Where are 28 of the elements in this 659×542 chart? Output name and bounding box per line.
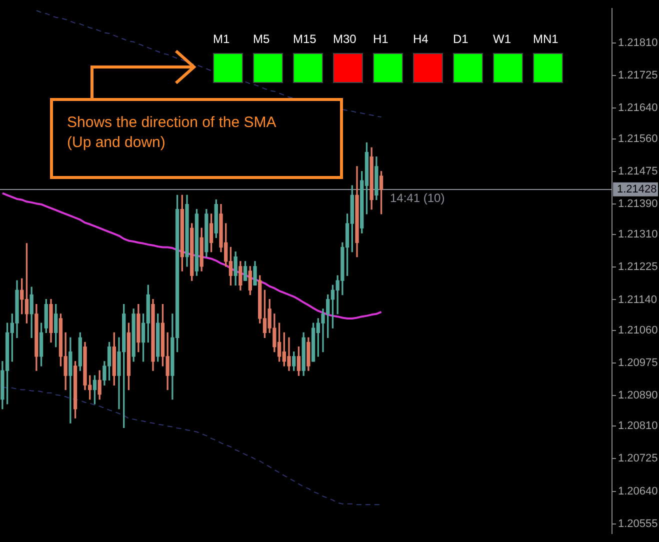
y-tick-label: 1.20555 bbox=[618, 518, 658, 530]
annotation: M1 bbox=[213, 32, 231, 46]
annotation: MN1 bbox=[533, 32, 560, 46]
y-tick-label: 1.21060 bbox=[618, 324, 658, 336]
y-tick-label: 1.21225 bbox=[618, 261, 658, 274]
y-tick-label: 1.21640 bbox=[618, 102, 658, 114]
y-tick-label: 1.21475 bbox=[618, 165, 658, 178]
y-tick-label: 1.20640 bbox=[618, 485, 658, 498]
ref-line-label: 1.21428 bbox=[617, 183, 657, 196]
annotation: M15 bbox=[293, 32, 318, 46]
y-tick-label: 1.21725 bbox=[618, 70, 658, 82]
annotation: 14:41 (10) bbox=[388, 191, 447, 205]
y-tick-label: 1.21140 bbox=[618, 294, 657, 306]
annotation: W1 bbox=[493, 32, 512, 46]
annotation: H4 bbox=[413, 32, 430, 46]
annotation: M5 bbox=[253, 32, 271, 46]
annotation: Shows the direction of the SMA (Up and down) bbox=[50, 98, 343, 179]
y-tick-label: 1.20890 bbox=[618, 390, 658, 402]
y-tick-label: 1.20810 bbox=[618, 420, 658, 432]
y-tick-label: 1.20975 bbox=[618, 356, 658, 369]
annotation: M30 bbox=[333, 32, 358, 46]
y-tick-label: 1.21560 bbox=[618, 132, 658, 145]
y-tick-label: 1.21310 bbox=[618, 228, 658, 241]
annotation: D1 bbox=[453, 32, 470, 46]
y-tick-label: 1.21810 bbox=[618, 37, 658, 50]
y-tick-label: 1.20725 bbox=[618, 452, 658, 465]
y-tick-label: 1.21390 bbox=[618, 198, 658, 210]
annotation: H1 bbox=[373, 32, 390, 46]
